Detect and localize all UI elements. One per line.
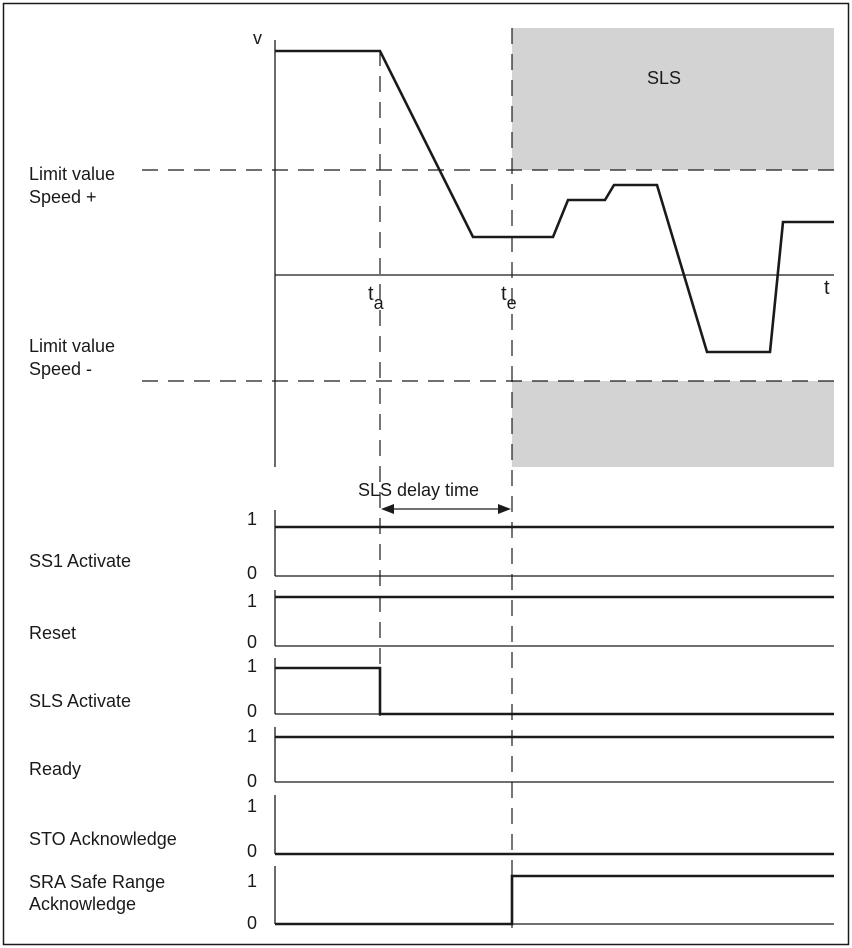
sra-safe-range-acknowledge-level-high: 1 xyxy=(247,871,257,891)
sls-upper-zone xyxy=(512,28,834,170)
sra-safe-range-acknowledge-trace xyxy=(275,874,834,926)
ready-label-line1: Ready xyxy=(29,759,81,779)
reset-label-line1: Reset xyxy=(29,623,76,643)
sra-safe-range-acknowledge-label-line2: Acknowledge xyxy=(29,894,136,914)
ss1-activate-level-high: 1 xyxy=(247,509,257,529)
sls-activate-label-line1: SLS Activate xyxy=(29,691,131,711)
delay-arrow-left-icon xyxy=(381,504,394,514)
reset-level-high: 1 xyxy=(247,591,257,611)
limit-plus-label-line1: Limit value xyxy=(29,164,115,184)
sls-activate-level-high: 1 xyxy=(247,656,257,676)
delay-arrow-right-icon xyxy=(498,504,511,514)
reset-level-low: 0 xyxy=(247,632,257,652)
te-label: te xyxy=(501,283,517,313)
sls-activate-level-low: 0 xyxy=(247,701,257,721)
ss1-activate-level-low: 0 xyxy=(247,563,257,583)
sls-lower-zone xyxy=(512,381,834,467)
sra-safe-range-acknowledge-label-line1: SRA Safe Range xyxy=(29,872,165,892)
signal-rows: 1 0 SS1 Activate 1 0 Reset 1 0 SLS Activate 1 0 Rea… xyxy=(29,509,834,933)
y-axis-label: v xyxy=(253,28,262,48)
limit-plus-label-line2: Speed + xyxy=(29,187,97,207)
sto-acknowledge-level-high: 1 xyxy=(247,796,257,816)
limit-minus-label-line2: Speed - xyxy=(29,359,92,379)
sto-acknowledge-label-line1: STO Acknowledge xyxy=(29,829,177,849)
sto-acknowledge-level-low: 0 xyxy=(247,841,257,861)
x-axis-label: t xyxy=(824,277,830,299)
ready-level-low: 0 xyxy=(247,771,257,791)
sls-zone-label: SLS xyxy=(647,68,681,88)
delay-time-label: SLS delay time xyxy=(358,480,479,500)
ta-label: ta xyxy=(368,283,385,313)
ready-level-high: 1 xyxy=(247,726,257,746)
limit-minus-label-line1: Limit value xyxy=(29,336,115,356)
sra-safe-range-acknowledge-level-low: 0 xyxy=(247,913,257,933)
sls-activate-trace xyxy=(275,666,834,716)
speed-curve xyxy=(275,49,834,354)
ss1-activate-label-line1: SS1 Activate xyxy=(29,551,131,571)
